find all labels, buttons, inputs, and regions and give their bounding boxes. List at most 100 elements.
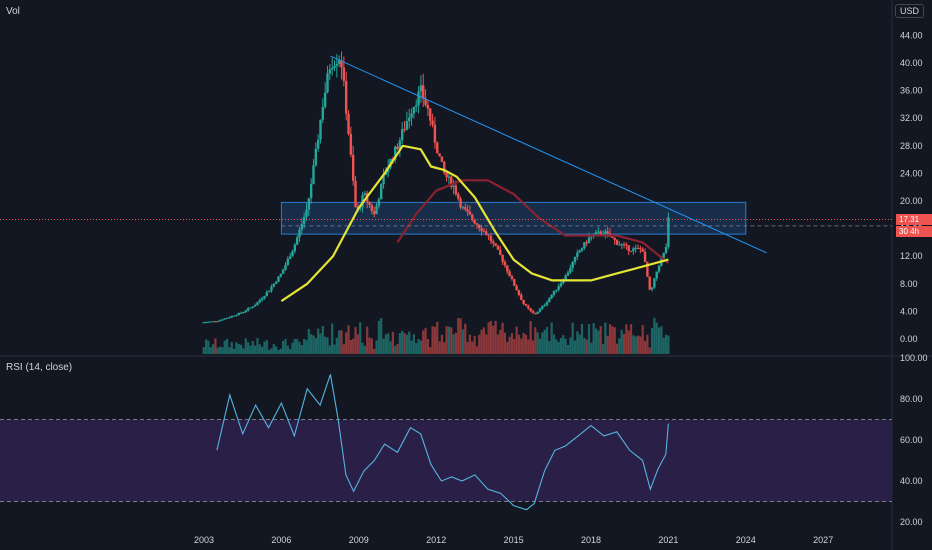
volume-bar [585, 339, 588, 354]
volume-bar [543, 329, 546, 354]
volume-bar [604, 322, 607, 354]
candle [632, 248, 635, 252]
volume-bar [305, 340, 308, 354]
volume-bar [566, 345, 570, 354]
candle [284, 264, 287, 270]
candle [524, 304, 528, 306]
candle [473, 219, 476, 224]
volume-bar [650, 327, 654, 354]
volume-bar [356, 334, 359, 354]
volume-bar [436, 321, 439, 354]
volume-bar [228, 347, 231, 354]
volume-bar [538, 338, 542, 354]
volume-bar [363, 345, 366, 354]
candle [480, 228, 483, 232]
volume-bar [438, 341, 441, 354]
x-tick-label: 2006 [271, 535, 291, 545]
volume-bar [461, 329, 465, 354]
volume-bar [489, 321, 493, 354]
candle [564, 275, 567, 281]
candle [223, 318, 226, 320]
volume-bar [282, 340, 285, 354]
volume-bar [622, 333, 626, 354]
candle [307, 198, 311, 210]
candle [260, 298, 264, 301]
volume-bar [627, 330, 630, 354]
volume-bar [263, 341, 266, 354]
volume-bar [662, 337, 665, 354]
rsi-tick-label: 80.00 [900, 394, 923, 404]
candle [351, 154, 355, 181]
candle [274, 281, 278, 284]
volume-bar [223, 340, 226, 354]
candle [277, 276, 280, 282]
volume-bar [204, 339, 208, 354]
volume-bar [275, 346, 278, 354]
volume-bar [634, 336, 637, 354]
candle [597, 231, 600, 233]
candle [419, 85, 423, 92]
volume-bar [408, 331, 411, 354]
candle [543, 304, 546, 307]
candle [347, 113, 350, 134]
candle [337, 60, 341, 64]
candle [615, 240, 619, 245]
candle [242, 311, 245, 313]
volume-bar [534, 327, 537, 354]
candle [627, 245, 630, 251]
candle [653, 278, 656, 288]
candle [580, 248, 584, 251]
candle [398, 140, 402, 150]
volume-bar [415, 343, 418, 354]
volume-bar [541, 332, 544, 354]
volume-bar [664, 334, 668, 354]
volume-bar [202, 347, 205, 354]
volume-bar [319, 333, 322, 354]
volume-bar [312, 335, 315, 354]
volume-bar [277, 349, 280, 354]
candle [330, 67, 334, 70]
candle [209, 321, 212, 323]
candle [510, 276, 514, 280]
candle [531, 310, 535, 314]
candle [559, 283, 563, 287]
volume-bar [307, 328, 310, 354]
volume-bar [424, 327, 427, 354]
candle [646, 261, 649, 277]
volume-bar [587, 324, 591, 354]
price-tick-label: 36.00 [900, 86, 923, 96]
candle [295, 237, 299, 245]
volume-bar [338, 330, 341, 354]
candle [370, 205, 374, 212]
candle [636, 247, 640, 249]
volume-bar [576, 331, 579, 354]
volume-bar [580, 323, 584, 354]
x-tick-label: 2009 [349, 535, 369, 545]
volume-bar [475, 346, 479, 354]
candle [562, 280, 565, 284]
volume-bar [405, 334, 408, 354]
candle [471, 214, 474, 220]
candle [298, 229, 301, 238]
volume-bar [401, 330, 404, 354]
volume-bar [648, 347, 651, 354]
volume-bar [536, 332, 539, 354]
price-tick-label: 24.00 [900, 168, 923, 178]
volume-bar [594, 328, 598, 354]
candle [344, 80, 348, 114]
candle [214, 321, 217, 323]
volume-bar [412, 334, 415, 354]
volume-bar [272, 344, 275, 354]
volume-bar [641, 325, 644, 354]
volume-bar [361, 342, 364, 354]
volume-bar [459, 318, 462, 354]
candle [431, 120, 434, 125]
price-tick-label: 4.00 [900, 306, 918, 316]
volume-bar [391, 331, 394, 354]
currency-button[interactable]: USD [894, 4, 924, 18]
candle [256, 302, 259, 306]
candle [258, 300, 261, 303]
rsi-indicator-label[interactable]: RSI (14, close) [6, 362, 73, 373]
volume-bar [335, 337, 338, 354]
